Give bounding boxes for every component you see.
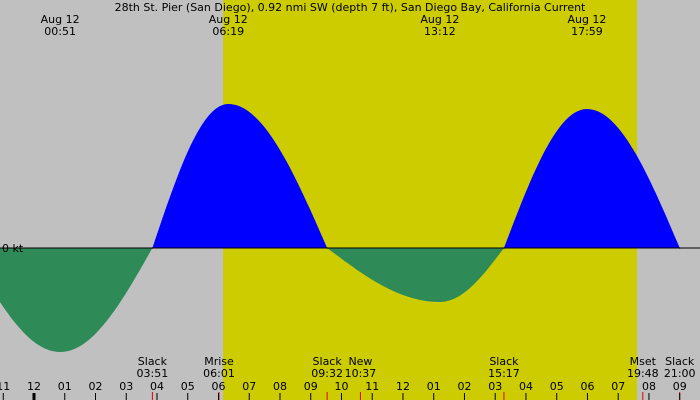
x-tick-label: 04 [150,380,164,393]
max-time: 17:59 [571,25,603,38]
max-time: 13:12 [424,25,456,38]
event-time: 09:32 [311,367,343,380]
x-tick-label: 12 [27,380,41,393]
x-tick-label: 01 [427,380,441,393]
y-tick-label: 0 kt [2,242,24,255]
event-name: New [348,355,372,368]
x-tick-label: 10 [334,380,348,393]
event-time: 10:37 [345,367,377,380]
event-name: Slack [665,355,695,368]
flood-lobe [152,104,328,248]
x-tick-label: 06 [211,380,225,393]
x-tick-label: 03 [119,380,133,393]
x-tick-label: 08 [273,380,287,393]
x-tick-label: 07 [242,380,256,393]
x-tick-label: 02 [457,380,471,393]
x-tick-label: 01 [58,380,72,393]
x-tick-label: 05 [181,380,195,393]
max-time: 06:19 [212,25,244,38]
ebb-lobe [327,248,504,302]
event-time: 06:01 [203,367,235,380]
x-tick-label: 05 [550,380,564,393]
ebb-lobe [0,248,153,352]
event-time: 19:48 [627,367,659,380]
chart-title: 28th St. Pier (San Diego), 0.92 nmi SW (… [115,1,586,14]
x-tick-label: 04 [519,380,533,393]
event-time: 21:00 [664,367,696,380]
x-tick-label: 08 [642,380,656,393]
x-tick-label: 03 [488,380,502,393]
max-date: Aug 12 [567,13,606,26]
x-tick-label: 09 [304,380,318,393]
event-time: 03:51 [137,367,169,380]
event-name: Slack [313,355,343,368]
event-name: Slack [138,355,168,368]
x-tick-label: 09 [673,380,687,393]
max-date: Aug 12 [209,13,248,26]
event-name: Mset [630,355,657,368]
max-date: Aug 12 [41,13,80,26]
event-name: Mrise [204,355,234,368]
x-tick-label: 12 [396,380,410,393]
event-time: 15:17 [488,367,520,380]
flood-lobe [503,109,680,248]
event-name: Slack [489,355,519,368]
x-tick-label: 11 [0,380,10,393]
max-date: Aug 12 [420,13,459,26]
x-tick-label: 07 [611,380,625,393]
max-time: 00:51 [44,25,76,38]
x-tick-label: 02 [89,380,103,393]
x-tick-label: 11 [365,380,379,393]
x-tick-label: 06 [580,380,594,393]
